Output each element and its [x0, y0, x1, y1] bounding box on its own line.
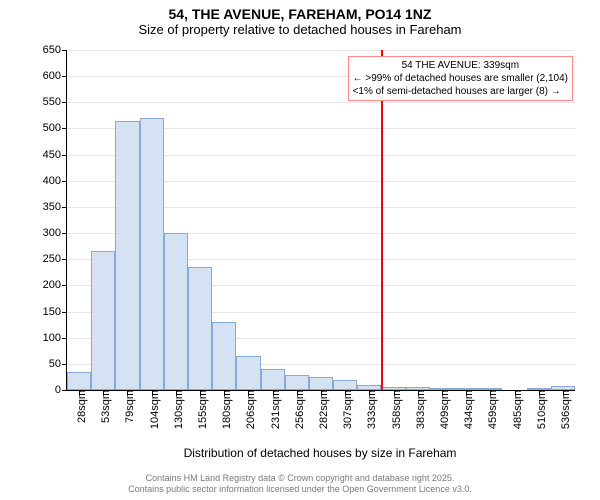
x-tick-label: 409sqm	[433, 390, 451, 429]
x-tick-label: 307sqm	[336, 390, 354, 429]
histogram-bar	[67, 372, 91, 390]
histogram-bar	[115, 121, 139, 390]
x-tick-label: 510sqm	[530, 390, 548, 429]
gridline	[67, 50, 575, 51]
annotation-line: ← >99% of detached houses are smaller (2…	[353, 72, 568, 85]
histogram-bar	[188, 267, 212, 390]
y-tick-label: 450	[43, 149, 67, 161]
histogram-bar	[212, 322, 236, 390]
reference-line	[381, 50, 383, 390]
x-axis-label: Distribution of detached houses by size …	[66, 446, 574, 460]
histogram-bar	[91, 251, 115, 390]
x-tick-label: 206sqm	[239, 390, 257, 429]
x-tick-label: 53sqm	[94, 390, 112, 423]
histogram-bar	[140, 118, 164, 390]
x-tick-label: 485sqm	[506, 390, 524, 429]
x-tick-label: 28sqm	[70, 390, 88, 423]
y-tick-label: 150	[43, 306, 67, 318]
y-tick-label: 550	[43, 96, 67, 108]
y-tick-label: 100	[43, 332, 67, 344]
x-tick-label: 256sqm	[288, 390, 306, 429]
x-tick-label: 155sqm	[191, 390, 209, 429]
chart-title: 54, THE AVENUE, FAREHAM, PO14 1NZ	[0, 0, 600, 22]
y-tick-label: 250	[43, 253, 67, 265]
histogram-bar	[261, 369, 285, 390]
y-tick-label: 50	[49, 358, 67, 370]
x-tick-label: 536sqm	[554, 390, 572, 429]
x-tick-label: 358sqm	[385, 390, 403, 429]
chart-container: 54, THE AVENUE, FAREHAM, PO14 1NZ Size o…	[0, 0, 600, 500]
histogram-bar	[309, 377, 333, 390]
x-tick-label: 104sqm	[143, 390, 161, 429]
x-tick-label: 434sqm	[457, 390, 475, 429]
y-tick-label: 600	[43, 70, 67, 82]
y-tick-label: 0	[55, 384, 67, 396]
x-tick-label: 383sqm	[409, 390, 427, 429]
footer-line: Contains HM Land Registry data © Crown c…	[0, 473, 600, 485]
x-tick-label: 130sqm	[167, 390, 185, 429]
footer-line: Contains public sector information licen…	[0, 484, 600, 496]
y-tick-label: 400	[43, 175, 67, 187]
chart-subtitle: Size of property relative to detached ho…	[0, 22, 600, 41]
x-tick-label: 333sqm	[360, 390, 378, 429]
y-tick-label: 500	[43, 122, 67, 134]
y-tick-label: 350	[43, 201, 67, 213]
y-tick-label: 650	[43, 44, 67, 56]
y-tick-label: 200	[43, 279, 67, 291]
x-tick-label: 231sqm	[264, 390, 282, 429]
annotation-box: 54 THE AVENUE: 339sqm← >99% of detached …	[348, 56, 573, 101]
x-tick-label: 180sqm	[215, 390, 233, 429]
gridline	[67, 102, 575, 103]
annotation-line: 54 THE AVENUE: 339sqm	[353, 59, 568, 72]
histogram-bar	[164, 233, 188, 390]
histogram-bar	[285, 375, 309, 390]
y-tick-label: 300	[43, 227, 67, 239]
x-tick-label: 459sqm	[481, 390, 499, 429]
footer-attribution: Contains HM Land Registry data © Crown c…	[0, 473, 600, 496]
annotation-line: <1% of semi-detached houses are larger (…	[353, 85, 568, 98]
histogram-bar	[333, 380, 357, 390]
x-tick-label: 79sqm	[118, 390, 136, 423]
plot-area: 0501001502002503003504004505005506006502…	[66, 50, 575, 391]
x-tick-label: 282sqm	[312, 390, 330, 429]
histogram-bar	[236, 356, 260, 390]
